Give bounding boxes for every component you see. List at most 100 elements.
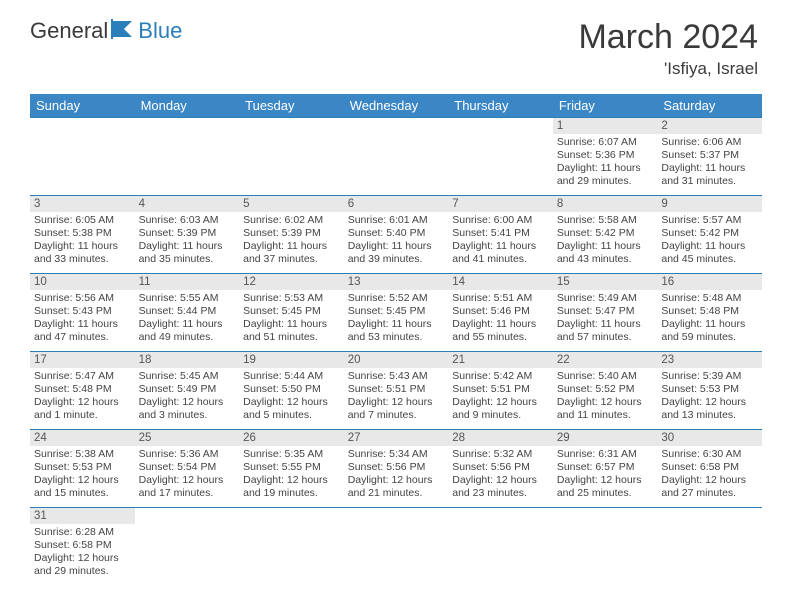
day-number (135, 508, 240, 524)
day-details: Sunrise: 5:51 AMSunset: 5:46 PMDaylight:… (448, 290, 553, 348)
sunrise-text: Sunrise: 6:00 AM (452, 214, 549, 227)
day-number (553, 508, 658, 524)
day-number: 18 (135, 352, 240, 368)
calendar-cell (448, 118, 553, 196)
day-details: Sunrise: 5:34 AMSunset: 5:56 PMDaylight:… (344, 446, 449, 504)
sunrise-text: Sunrise: 5:35 AM (243, 448, 340, 461)
daylight-text: Daylight: 11 hours and 51 minutes. (243, 318, 340, 344)
weekday-header: Sunday (30, 94, 135, 118)
day-number: 23 (657, 352, 762, 368)
day-number: 24 (30, 430, 135, 446)
sunset-text: Sunset: 5:53 PM (661, 383, 758, 396)
daylight-text: Daylight: 11 hours and 39 minutes. (348, 240, 445, 266)
sunrise-text: Sunrise: 6:01 AM (348, 214, 445, 227)
daylight-text: Daylight: 12 hours and 23 minutes. (452, 474, 549, 500)
daylight-text: Daylight: 12 hours and 5 minutes. (243, 396, 340, 422)
sunrise-text: Sunrise: 5:51 AM (452, 292, 549, 305)
day-number: 27 (344, 430, 449, 446)
sunset-text: Sunset: 5:44 PM (139, 305, 236, 318)
weekday-header: Wednesday (344, 94, 449, 118)
day-details: Sunrise: 5:44 AMSunset: 5:50 PMDaylight:… (239, 368, 344, 426)
header-right: March 2024 'Isfiya, Israel (578, 18, 758, 79)
calendar-cell: 9Sunrise: 5:57 AMSunset: 5:42 PMDaylight… (657, 196, 762, 274)
calendar-cell: 15Sunrise: 5:49 AMSunset: 5:47 PMDayligh… (553, 274, 658, 352)
calendar-cell: 7Sunrise: 6:00 AMSunset: 5:41 PMDaylight… (448, 196, 553, 274)
day-number: 21 (448, 352, 553, 368)
day-number: 25 (135, 430, 240, 446)
day-details: Sunrise: 5:38 AMSunset: 5:53 PMDaylight:… (30, 446, 135, 504)
day-number: 6 (344, 196, 449, 212)
calendar-cell (135, 118, 240, 196)
calendar-cell: 19Sunrise: 5:44 AMSunset: 5:50 PMDayligh… (239, 352, 344, 430)
day-details: Sunrise: 6:07 AMSunset: 5:36 PMDaylight:… (553, 134, 658, 192)
day-number (135, 118, 240, 134)
daylight-text: Daylight: 11 hours and 53 minutes. (348, 318, 445, 344)
day-details: Sunrise: 5:57 AMSunset: 5:42 PMDaylight:… (657, 212, 762, 270)
sunrise-text: Sunrise: 5:55 AM (139, 292, 236, 305)
sunrise-text: Sunrise: 6:30 AM (661, 448, 758, 461)
day-number: 22 (553, 352, 658, 368)
sunrise-text: Sunrise: 5:43 AM (348, 370, 445, 383)
day-number (239, 508, 344, 524)
day-details: Sunrise: 5:36 AMSunset: 5:54 PMDaylight:… (135, 446, 240, 504)
calendar-row: 3Sunrise: 6:05 AMSunset: 5:38 PMDaylight… (30, 196, 762, 274)
calendar-cell (239, 508, 344, 586)
daylight-text: Daylight: 12 hours and 11 minutes. (557, 396, 654, 422)
daylight-text: Daylight: 11 hours and 47 minutes. (34, 318, 131, 344)
day-number: 7 (448, 196, 553, 212)
daylight-text: Daylight: 11 hours and 43 minutes. (557, 240, 654, 266)
daylight-text: Daylight: 11 hours and 29 minutes. (557, 162, 654, 188)
calendar-cell: 22Sunrise: 5:40 AMSunset: 5:52 PMDayligh… (553, 352, 658, 430)
day-number: 29 (553, 430, 658, 446)
day-number: 9 (657, 196, 762, 212)
daylight-text: Daylight: 11 hours and 55 minutes. (452, 318, 549, 344)
sunrise-text: Sunrise: 5:52 AM (348, 292, 445, 305)
calendar-cell (553, 508, 658, 586)
sunset-text: Sunset: 5:56 PM (452, 461, 549, 474)
calendar-cell: 8Sunrise: 5:58 AMSunset: 5:42 PMDaylight… (553, 196, 658, 274)
calendar-cell: 20Sunrise: 5:43 AMSunset: 5:51 PMDayligh… (344, 352, 449, 430)
calendar-cell: 14Sunrise: 5:51 AMSunset: 5:46 PMDayligh… (448, 274, 553, 352)
calendar-cell: 27Sunrise: 5:34 AMSunset: 5:56 PMDayligh… (344, 430, 449, 508)
calendar-row: 17Sunrise: 5:47 AMSunset: 5:48 PMDayligh… (30, 352, 762, 430)
sunrise-text: Sunrise: 6:03 AM (139, 214, 236, 227)
calendar-row: 31Sunrise: 6:28 AMSunset: 6:58 PMDayligh… (30, 508, 762, 586)
calendar-cell: 2Sunrise: 6:06 AMSunset: 5:37 PMDaylight… (657, 118, 762, 196)
calendar-cell: 29Sunrise: 6:31 AMSunset: 6:57 PMDayligh… (553, 430, 658, 508)
day-details: Sunrise: 5:56 AMSunset: 5:43 PMDaylight:… (30, 290, 135, 348)
day-number: 1 (553, 118, 658, 134)
day-number: 10 (30, 274, 135, 290)
day-details: Sunrise: 6:01 AMSunset: 5:40 PMDaylight:… (344, 212, 449, 270)
sunrise-text: Sunrise: 5:42 AM (452, 370, 549, 383)
day-number: 2 (657, 118, 762, 134)
daylight-text: Daylight: 11 hours and 33 minutes. (34, 240, 131, 266)
calendar-cell (344, 118, 449, 196)
calendar-cell: 26Sunrise: 5:35 AMSunset: 5:55 PMDayligh… (239, 430, 344, 508)
daylight-text: Daylight: 12 hours and 13 minutes. (661, 396, 758, 422)
day-details: Sunrise: 5:47 AMSunset: 5:48 PMDaylight:… (30, 368, 135, 426)
sunset-text: Sunset: 6:57 PM (557, 461, 654, 474)
calendar-cell: 28Sunrise: 5:32 AMSunset: 5:56 PMDayligh… (448, 430, 553, 508)
daylight-text: Daylight: 11 hours and 41 minutes. (452, 240, 549, 266)
daylight-text: Daylight: 12 hours and 27 minutes. (661, 474, 758, 500)
sunrise-text: Sunrise: 5:53 AM (243, 292, 340, 305)
sunrise-text: Sunrise: 5:49 AM (557, 292, 654, 305)
sunset-text: Sunset: 6:58 PM (661, 461, 758, 474)
weekday-header: Friday (553, 94, 658, 118)
sunset-text: Sunset: 5:40 PM (348, 227, 445, 240)
day-details: Sunrise: 6:06 AMSunset: 5:37 PMDaylight:… (657, 134, 762, 192)
day-number (448, 508, 553, 524)
day-number (239, 118, 344, 134)
day-details: Sunrise: 5:43 AMSunset: 5:51 PMDaylight:… (344, 368, 449, 426)
sunrise-text: Sunrise: 6:05 AM (34, 214, 131, 227)
day-number (30, 118, 135, 134)
weekday-header: Tuesday (239, 94, 344, 118)
sunset-text: Sunset: 5:39 PM (139, 227, 236, 240)
daylight-text: Daylight: 12 hours and 15 minutes. (34, 474, 131, 500)
day-number: 16 (657, 274, 762, 290)
day-number: 12 (239, 274, 344, 290)
daylight-text: Daylight: 12 hours and 19 minutes. (243, 474, 340, 500)
day-number: 8 (553, 196, 658, 212)
day-number: 14 (448, 274, 553, 290)
sunset-text: Sunset: 5:36 PM (557, 149, 654, 162)
